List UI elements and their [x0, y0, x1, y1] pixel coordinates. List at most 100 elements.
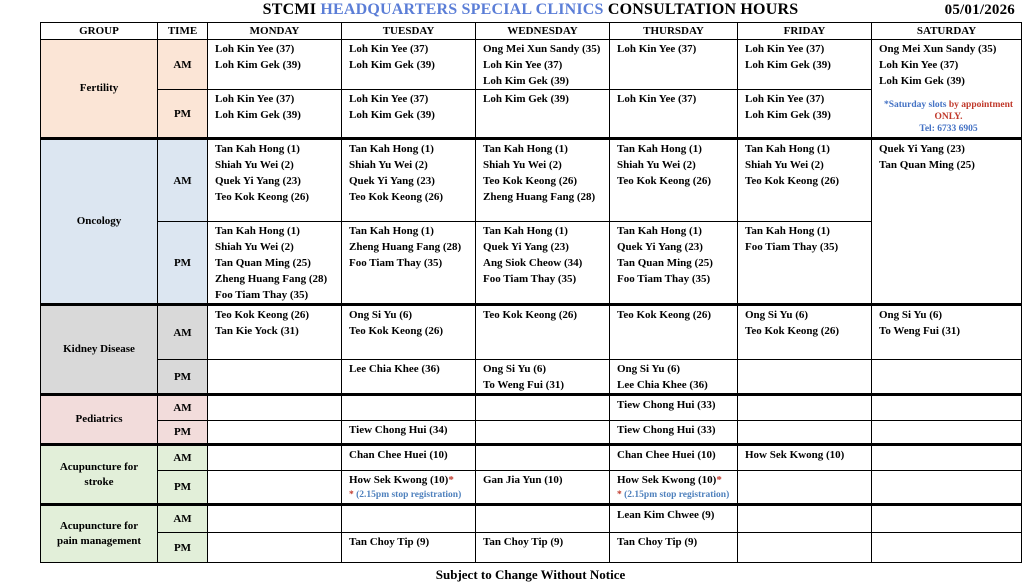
doctor-entry: Quek Yi Yang (23): [349, 175, 435, 187]
time-cell-oncology-am: AM: [157, 137, 208, 222]
doctor-entry: Ong Si Yu (6): [349, 309, 413, 321]
cell-acupuncture-for-pain-management-am-wednesday: [475, 503, 610, 533]
cell-pediatrics-pm-monday: [207, 420, 342, 445]
doctor-entry: Quek Yi Yang (23): [617, 241, 703, 253]
cell-fertility-pm-tuesday: Loh Kin Yee (37) Loh Kim Gek (39): [341, 89, 476, 139]
doctor-entry: Loh Kin Yee (37): [745, 43, 825, 55]
doctor-entry: Teo Kok Keong (26): [349, 191, 444, 203]
cell-pediatrics-pm-saturday: [871, 420, 1022, 445]
doctor-entry: Shiah Yu Wei (2): [617, 159, 696, 171]
date: 05/01/2026: [944, 2, 1015, 18]
doctor-entry: Loh Kin Yee (37): [745, 93, 825, 105]
doctor-entry: Tan Kah Hong (1): [215, 225, 300, 237]
doctor-entry: Zheng Huang Fang (28): [483, 191, 596, 203]
doctor-entry: Foo Tiam Thay (35): [483, 273, 577, 285]
doctor-entry: Tan Kah Hong (1): [349, 143, 434, 155]
doctor-entry: Teo Kok Keong (26): [349, 325, 444, 337]
doctor-entry: Ong Mei Xun Sandy (35): [879, 43, 997, 55]
cell-kidney-disease-pm-friday: [737, 359, 872, 395]
group-label-acupuncture-for-stroke: Acupuncture for stroke: [40, 443, 158, 505]
time-cell-kidney-disease-am: AM: [157, 303, 208, 360]
doctor-entry: Shiah Yu Wei (2): [745, 159, 824, 171]
cell-kidney-disease-pm-monday: [207, 359, 342, 395]
cell-kidney-disease-pm-wednesday: Ong Si Yu (6) To Weng Fui (31): [475, 359, 610, 395]
cell-kidney-disease-am-tuesday: Ong Si Yu (6) Teo Kok Keong (26): [341, 303, 476, 360]
doctor-entry: Loh Kin Yee (37): [879, 59, 959, 71]
cell-kidney-disease-pm-tuesday: Lee Chia Khee (36): [341, 359, 476, 395]
column-header-group: GROUP: [40, 22, 158, 40]
doctor-entry: Zheng Huang Fang (28): [349, 241, 462, 253]
doctor-entry: Zheng Huang Fang (28): [215, 273, 328, 285]
group-label-acupuncture-for-pain-management: Acupuncture for pain management: [40, 503, 158, 563]
doctor-entry: Ong Si Yu (6): [745, 309, 809, 321]
doctor-entry: Foo Tiam Thay (35): [617, 273, 711, 285]
doctor-entry: Chan Chee Huei (10): [617, 449, 716, 461]
column-header-wednesday: WEDNESDAY: [475, 22, 610, 40]
title-suffix: CONSULTATION HOURS: [603, 1, 799, 18]
doctor-entry: Ong Si Yu (6): [879, 309, 943, 321]
cell-fertility-am-thursday: Loh Kin Yee (37): [609, 39, 738, 90]
cell-acupuncture-for-stroke-am-monday: [207, 443, 342, 471]
doctor-entry: Tiew Chong Hui (33): [617, 399, 716, 411]
cell-acupuncture-for-stroke-pm-saturday: [871, 470, 1022, 505]
group-label-pediatrics: Pediatrics: [40, 393, 158, 445]
cell-acupuncture-for-stroke-pm-wednesday: Gan Jia Yun (10): [475, 470, 610, 505]
doctor-entry: Ong Si Yu (6): [483, 363, 547, 375]
cell-acupuncture-for-pain-management-am-saturday: [871, 503, 1022, 533]
doctor-entry: Tan Choy Tip (9): [483, 536, 564, 548]
doctor-entry: Loh Kin Yee (37): [617, 43, 697, 55]
doctor-entry: Shiah Yu Wei (2): [349, 159, 428, 171]
doctor-entry: Tan Kah Hong (1): [617, 225, 702, 237]
time-cell-acupuncture-for-stroke-pm: PM: [157, 470, 208, 505]
cell-pediatrics-pm-wednesday: [475, 420, 610, 445]
doctor-entry: Tan Choy Tip (9): [617, 536, 698, 548]
time-cell-pediatrics-pm: PM: [157, 420, 208, 445]
doctor-entry: Teo Kok Keong (26): [483, 309, 578, 321]
cell-fertility-am-monday: Loh Kin Yee (37) Loh Kim Gek (39): [207, 39, 342, 90]
column-header-tuesday: TUESDAY: [341, 22, 476, 40]
column-header-monday: MONDAY: [207, 22, 342, 40]
doctor-entry: Ang Siok Cheow (34): [483, 257, 583, 269]
doctor-entry: Loh Kim Gek (39): [349, 109, 435, 121]
cell-fertility-pm-thursday: Loh Kin Yee (37): [609, 89, 738, 139]
cell-oncology-am-wednesday: Tan Kah Hong (1) Shiah Yu Wei (2) Teo Kok …: [475, 137, 610, 222]
cell-acupuncture-for-pain-management-pm-thursday: Tan Choy Tip (9): [609, 532, 738, 563]
cell-acupuncture-for-pain-management-pm-wednesday: Tan Choy Tip (9): [475, 532, 610, 563]
cell-pediatrics-am-wednesday: [475, 393, 610, 421]
doctor-entry: To Weng Fui (31): [483, 379, 564, 391]
cell-kidney-disease-am-friday: Ong Si Yu (6) Teo Kok Keong (26): [737, 303, 872, 360]
time-cell-acupuncture-for-pain-management-am: AM: [157, 503, 208, 533]
doctor-entry: Ong Si Yu (6): [617, 363, 681, 375]
cell-pediatrics-pm-thursday: Tiew Chong Hui (33): [609, 420, 738, 445]
column-header-time: TIME: [157, 22, 208, 40]
doctor-entry: Teo Kok Keong (26): [617, 309, 712, 321]
doctor-entry: Tan Kah Hong (1): [745, 225, 830, 237]
cell-pediatrics-am-tuesday: [341, 393, 476, 421]
title-highlight: HEADQUARTERS SPECIAL CLINICS: [320, 1, 604, 18]
cell-fertility-am-tuesday: Loh Kin Yee (37) Loh Kim Gek (39): [341, 39, 476, 90]
time-cell-fertility-pm: PM: [157, 89, 208, 139]
doctor-entry: Tan Choy Tip (9): [349, 536, 430, 548]
doctor-entry: Tan Kah Hong (1): [745, 143, 830, 155]
time-cell-acupuncture-for-pain-management-pm: PM: [157, 532, 208, 563]
doctor-entry: Loh Kin Yee (37): [215, 43, 295, 55]
doctor-entry: Foo Tiam Thay (35): [349, 257, 443, 269]
doctor-entry: Loh Kim Gek (39): [745, 59, 831, 71]
cell-kidney-disease-am-monday: Teo Kok Keong (26) Tan Kie Yock (31): [207, 303, 342, 360]
doctor-entry: Lee Chia Khee (36): [617, 379, 708, 391]
doctor-entry: Loh Kim Gek (39): [215, 59, 301, 71]
group-label-kidney-disease: Kidney Disease: [40, 303, 158, 395]
cell-acupuncture-for-stroke-am-tuesday: Chan Chee Huei (10): [341, 443, 476, 471]
doctor-entry: Loh Kin Yee (37): [617, 93, 697, 105]
cell-acupuncture-for-pain-management-am-tuesday: [341, 503, 476, 533]
cell-acupuncture-for-stroke-pm-monday: [207, 470, 342, 505]
doctor-entry: Loh Kim Gek (39): [879, 75, 965, 87]
doctor-entry: Tan Quan Ming (25): [879, 159, 975, 171]
cell-oncology-pm-thursday: Tan Kah Hong (1) Quek Yi Yang (23) Tan Qua…: [609, 221, 738, 305]
cell-oncology-am-friday: Tan Kah Hong (1) Shiah Yu Wei (2) Teo Kok …: [737, 137, 872, 222]
doctor-entry: Foo Tiam Thay (35): [745, 241, 839, 253]
doctor-entry: Tan Kah Hong (1): [215, 143, 300, 155]
doctor-entry: Teo Kok Keong (26): [745, 175, 840, 187]
time-cell-kidney-disease-pm: PM: [157, 359, 208, 395]
cell-oncology-am-thursday: Tan Kah Hong (1) Shiah Yu Wei (2) Teo Kok …: [609, 137, 738, 222]
